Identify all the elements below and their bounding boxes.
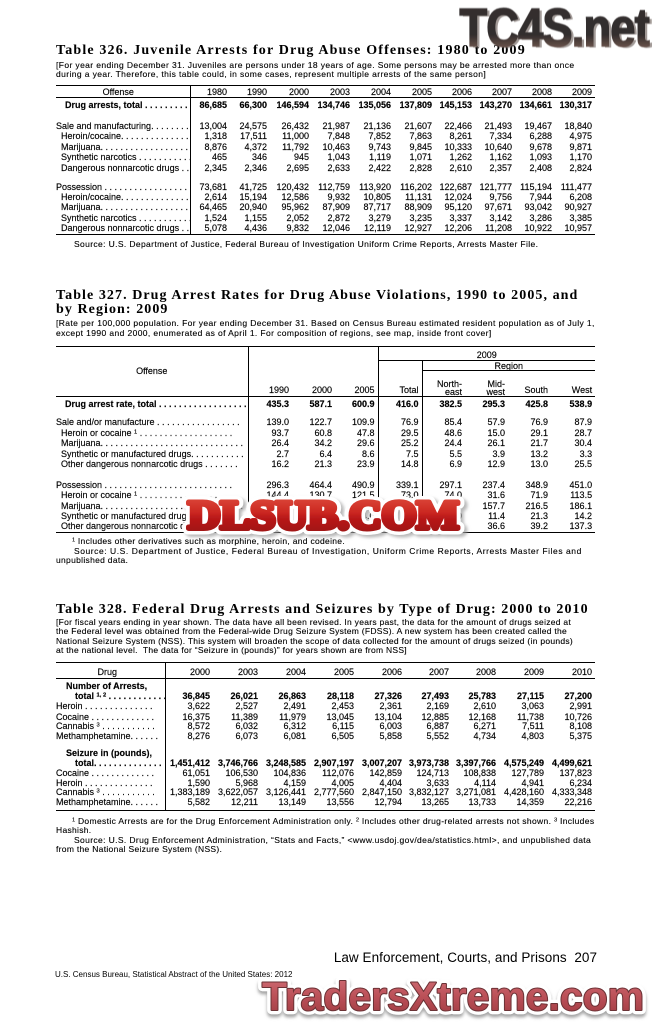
svg-text:DLSUB.COM: DLSUB.COM xyxy=(188,493,459,538)
svg-text:TradersXtreme.com: TradersXtreme.com xyxy=(262,978,644,1019)
svg-text:DLSUB.COM: DLSUB.COM xyxy=(188,493,459,538)
svg-text:TradersXtreme.com: TradersXtreme.com xyxy=(262,978,644,1019)
svg-text:TC4S.net: TC4S.net xyxy=(460,0,650,56)
svg-text:TC4S.net: TC4S.net xyxy=(462,0,652,56)
